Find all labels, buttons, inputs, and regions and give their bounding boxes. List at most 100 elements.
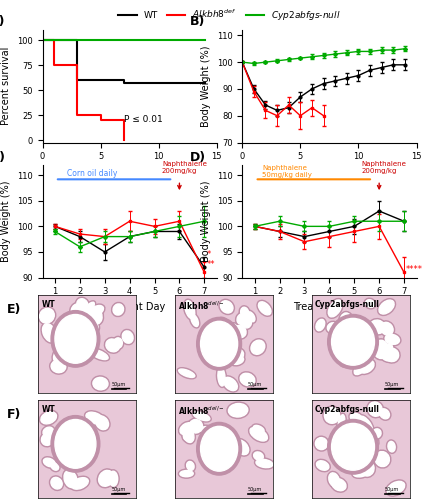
Ellipse shape: [234, 440, 249, 454]
Ellipse shape: [254, 452, 264, 460]
Ellipse shape: [232, 324, 247, 339]
Ellipse shape: [332, 478, 346, 490]
Ellipse shape: [327, 322, 338, 332]
Ellipse shape: [247, 312, 255, 322]
Ellipse shape: [40, 308, 54, 323]
Ellipse shape: [220, 326, 238, 343]
Ellipse shape: [71, 304, 86, 319]
Ellipse shape: [337, 414, 346, 432]
Ellipse shape: [253, 426, 264, 432]
Text: Alkbh8$^{del/-}$: Alkbh8$^{del/-}$: [178, 405, 225, 417]
Ellipse shape: [354, 359, 369, 374]
Ellipse shape: [177, 368, 196, 379]
Ellipse shape: [237, 314, 246, 324]
Ellipse shape: [77, 298, 88, 310]
Ellipse shape: [252, 450, 265, 462]
Ellipse shape: [74, 356, 82, 364]
Ellipse shape: [50, 359, 67, 374]
Ellipse shape: [249, 426, 269, 442]
Ellipse shape: [370, 320, 385, 334]
Ellipse shape: [228, 404, 248, 417]
Text: B): B): [190, 16, 205, 28]
Ellipse shape: [378, 408, 391, 420]
Text: 50µm: 50µm: [248, 382, 262, 386]
Text: Alkbh8$^{del/-}$: Alkbh8$^{del/-}$: [178, 300, 225, 312]
Ellipse shape: [89, 306, 103, 316]
Ellipse shape: [40, 410, 58, 426]
Ellipse shape: [239, 306, 250, 320]
Ellipse shape: [231, 444, 237, 462]
Ellipse shape: [71, 478, 88, 489]
Ellipse shape: [256, 460, 273, 468]
Ellipse shape: [255, 458, 274, 469]
Ellipse shape: [328, 300, 342, 317]
Text: Cyp2abfgs-null: Cyp2abfgs-null: [315, 405, 380, 414]
Ellipse shape: [233, 326, 246, 338]
Ellipse shape: [91, 350, 108, 360]
Ellipse shape: [314, 436, 329, 451]
Ellipse shape: [332, 424, 374, 470]
Ellipse shape: [42, 434, 53, 446]
Ellipse shape: [219, 300, 235, 314]
Ellipse shape: [62, 441, 79, 457]
Ellipse shape: [86, 320, 99, 334]
Ellipse shape: [358, 444, 375, 454]
Ellipse shape: [52, 346, 68, 364]
Ellipse shape: [222, 328, 237, 342]
Ellipse shape: [114, 338, 122, 348]
Ellipse shape: [228, 348, 245, 363]
Ellipse shape: [51, 416, 100, 472]
Ellipse shape: [109, 471, 118, 486]
Ellipse shape: [190, 313, 200, 328]
Text: **: **: [207, 260, 215, 269]
Text: 50µm: 50µm: [111, 486, 125, 492]
Ellipse shape: [206, 344, 225, 362]
Ellipse shape: [368, 402, 382, 416]
Ellipse shape: [54, 348, 67, 363]
Ellipse shape: [357, 358, 375, 374]
Ellipse shape: [366, 300, 374, 308]
Ellipse shape: [385, 334, 400, 344]
Ellipse shape: [50, 462, 60, 471]
Ellipse shape: [76, 432, 82, 444]
Ellipse shape: [197, 422, 241, 475]
Ellipse shape: [327, 472, 341, 488]
Ellipse shape: [257, 300, 272, 316]
Ellipse shape: [314, 318, 326, 332]
Ellipse shape: [187, 418, 204, 434]
Ellipse shape: [359, 460, 374, 476]
Ellipse shape: [386, 440, 397, 454]
Ellipse shape: [38, 307, 56, 324]
Ellipse shape: [180, 422, 194, 435]
Text: 50µm: 50µm: [385, 486, 399, 492]
X-axis label: Days: Days: [117, 167, 142, 177]
Ellipse shape: [88, 322, 98, 332]
Text: 50µm: 50µm: [248, 486, 262, 492]
Ellipse shape: [238, 314, 253, 330]
Ellipse shape: [383, 347, 400, 363]
Ellipse shape: [199, 425, 213, 435]
Ellipse shape: [178, 369, 195, 378]
Ellipse shape: [364, 298, 376, 309]
Ellipse shape: [317, 460, 329, 470]
Ellipse shape: [60, 438, 71, 450]
Ellipse shape: [229, 443, 238, 464]
Ellipse shape: [89, 348, 110, 361]
Ellipse shape: [240, 315, 252, 328]
Ellipse shape: [217, 319, 227, 329]
Ellipse shape: [199, 442, 209, 453]
Ellipse shape: [80, 301, 96, 318]
Ellipse shape: [358, 414, 374, 434]
Ellipse shape: [42, 456, 57, 468]
Ellipse shape: [374, 450, 391, 468]
Ellipse shape: [386, 480, 406, 496]
Ellipse shape: [216, 428, 226, 440]
Ellipse shape: [51, 462, 59, 470]
Text: 50µm: 50µm: [111, 382, 125, 386]
Ellipse shape: [373, 429, 381, 438]
Ellipse shape: [341, 338, 358, 355]
Ellipse shape: [326, 322, 339, 334]
Ellipse shape: [379, 321, 394, 336]
Ellipse shape: [339, 355, 349, 367]
Ellipse shape: [122, 331, 133, 343]
